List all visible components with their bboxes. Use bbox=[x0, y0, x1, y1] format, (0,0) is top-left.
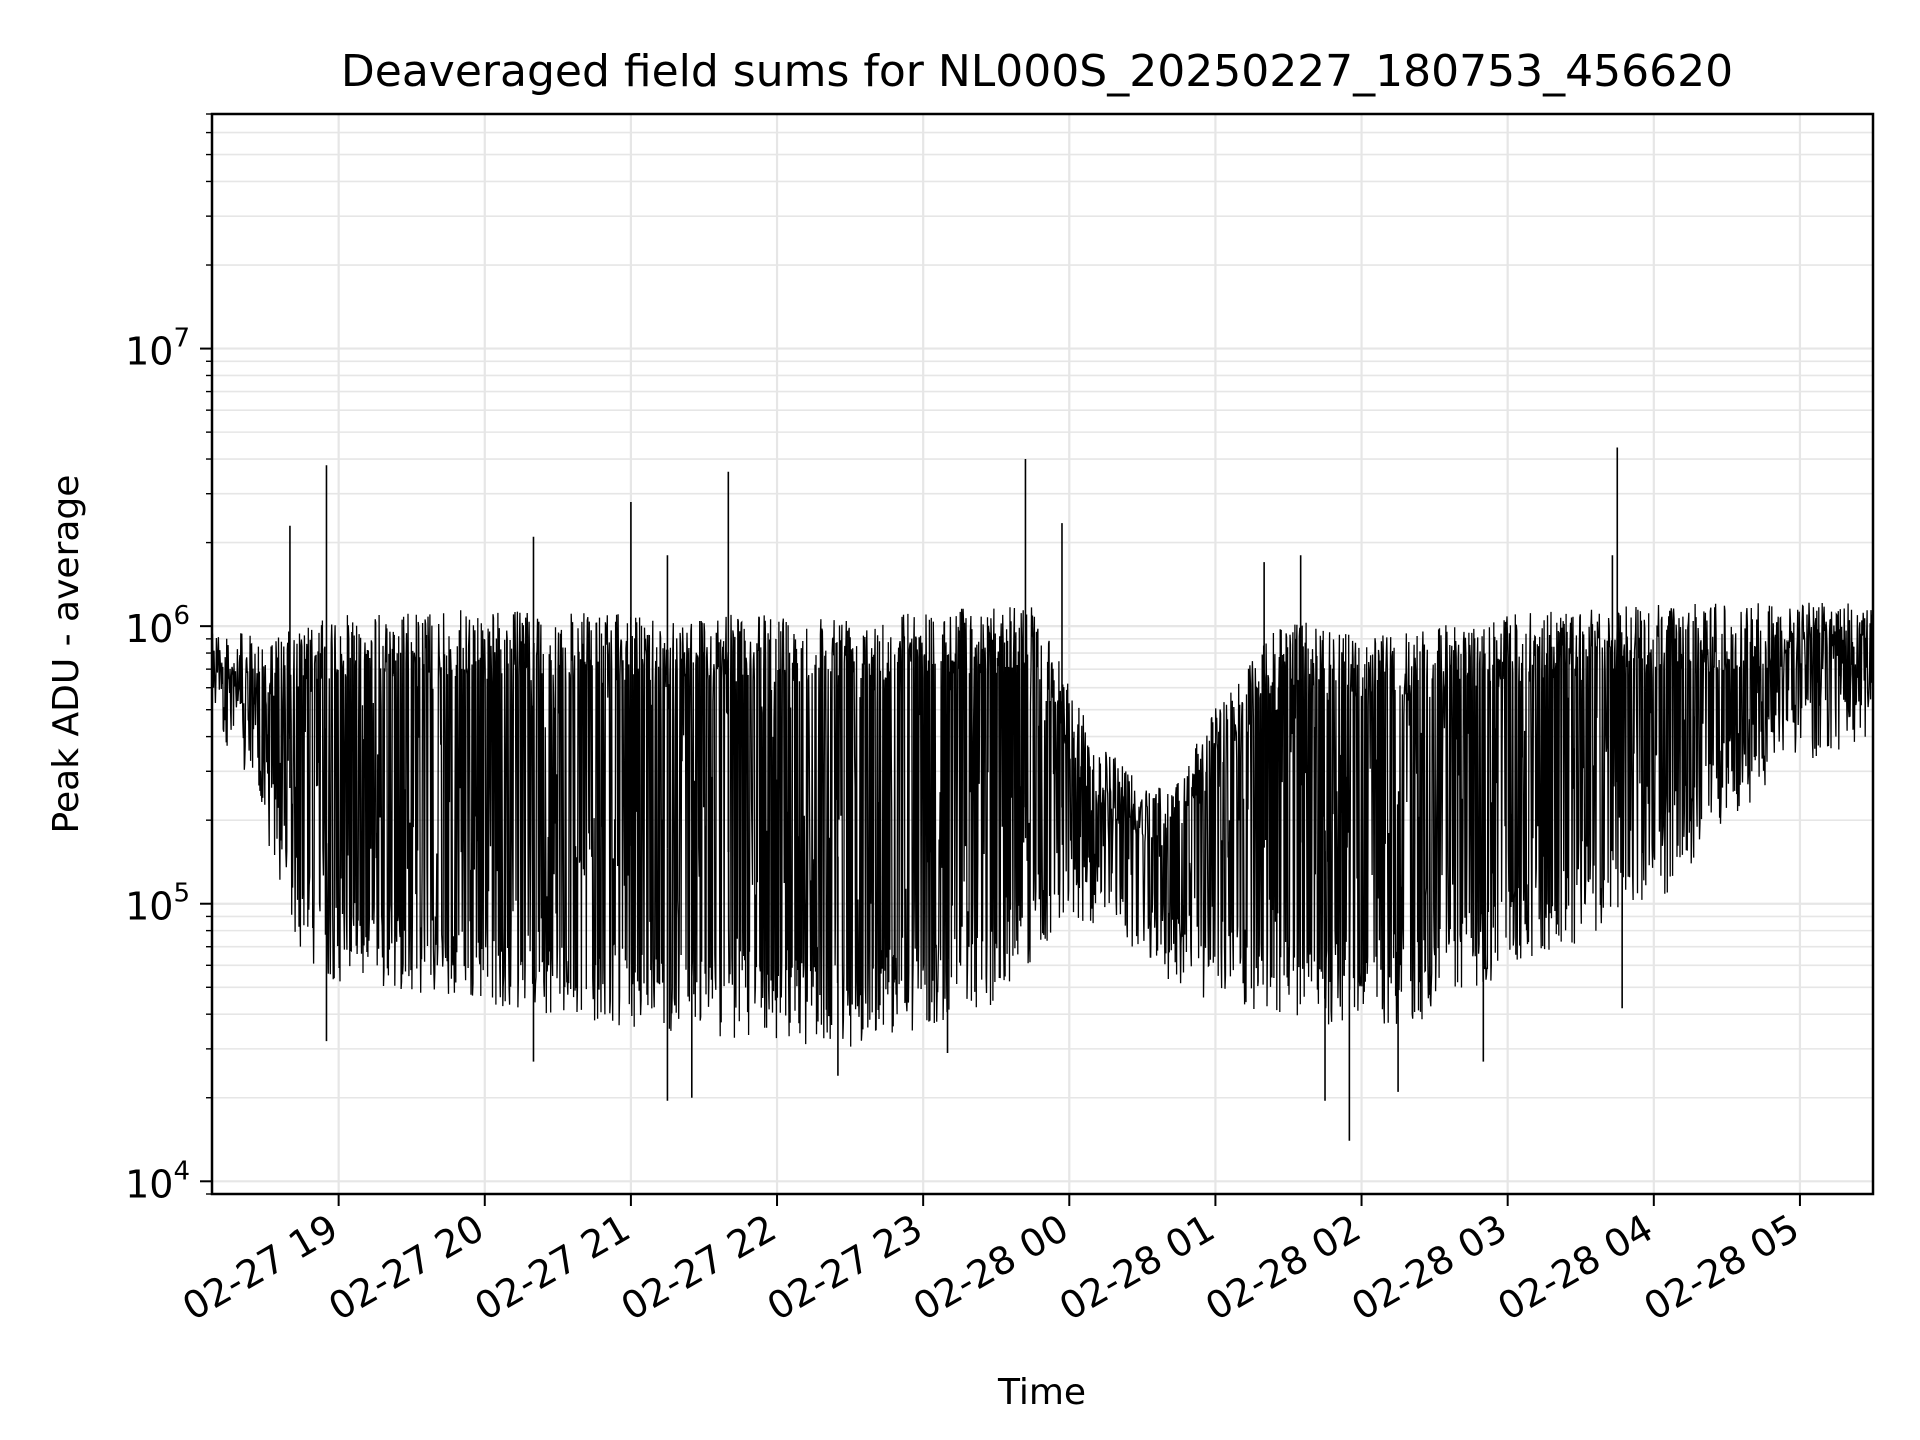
y-tick-label: 107 bbox=[125, 324, 190, 374]
series-area bbox=[212, 447, 1873, 1141]
y-tick-label: 104 bbox=[125, 1156, 190, 1206]
x-axis-label: Time bbox=[997, 1372, 1086, 1413]
plot-frame bbox=[210, 112, 1875, 1196]
chart-title: Deaveraged field sums for NL000S_2025022… bbox=[341, 46, 1733, 97]
y-axis-label: Peak ADU - average bbox=[46, 475, 87, 834]
series-line bbox=[212, 602, 1873, 1047]
y-tick-label: 105 bbox=[125, 879, 190, 929]
y-tick-label: 106 bbox=[125, 601, 190, 651]
